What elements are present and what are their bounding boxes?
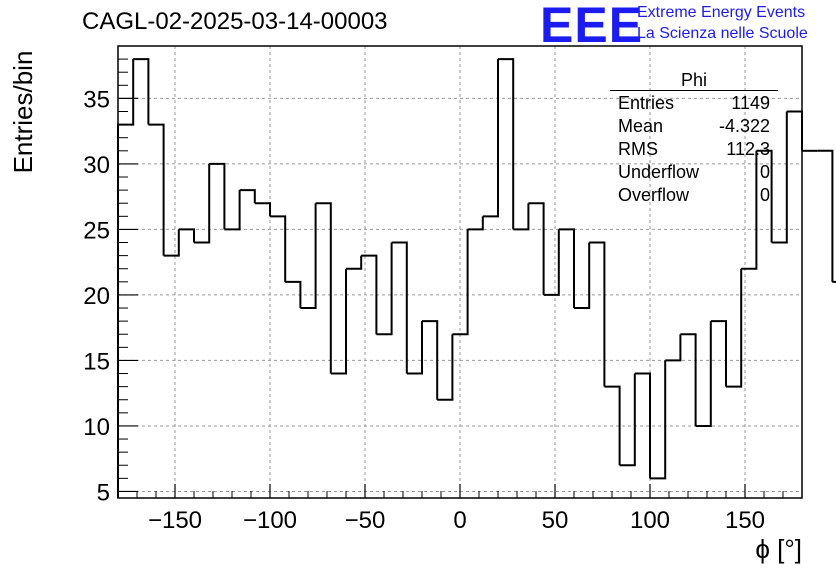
histogram-bin bbox=[133, 58, 150, 125]
x-tick-label: 0 bbox=[453, 507, 466, 534]
histogram-bin bbox=[285, 280, 302, 309]
stats-title: Phi bbox=[680, 70, 707, 90]
histogram-bin bbox=[376, 242, 393, 336]
histogram-bin bbox=[178, 228, 195, 243]
x-tick-label: −50 bbox=[345, 507, 386, 534]
y-axis-label: Entries/bin bbox=[8, 51, 38, 174]
histogram-bin bbox=[619, 373, 636, 467]
stats-value: 1149 bbox=[731, 93, 770, 113]
y-tick-label: 35 bbox=[83, 86, 110, 113]
stats-label: Underflow bbox=[618, 162, 700, 182]
histogram-bin bbox=[391, 241, 408, 374]
y-tick-label: 25 bbox=[83, 217, 110, 244]
histogram-bin bbox=[589, 241, 606, 387]
x-tick-label: −100 bbox=[243, 507, 297, 534]
stats-row-overflow: Overflow 0 bbox=[618, 185, 770, 207]
histogram-bin bbox=[817, 149, 834, 282]
histogram-bin bbox=[239, 189, 256, 204]
histogram-bin bbox=[726, 268, 743, 388]
histogram-bin bbox=[665, 334, 682, 362]
y-tick-label: 10 bbox=[83, 414, 110, 441]
histogram-bin bbox=[163, 229, 180, 257]
histogram-bin bbox=[452, 229, 469, 336]
histogram-bin bbox=[543, 229, 560, 296]
histogram-bin bbox=[528, 202, 545, 295]
y-tick-label: 30 bbox=[83, 152, 110, 179]
stats-divider bbox=[610, 90, 778, 91]
histogram-bin bbox=[710, 320, 727, 387]
histogram-bin bbox=[254, 202, 271, 217]
y-tick-label: 20 bbox=[83, 283, 110, 310]
tick-labels: −150 −100 −50 0 50 100 150 5 10 15 20 25 30 35 bbox=[83, 86, 765, 534]
histogram-bin bbox=[224, 190, 241, 231]
stats-value: 112.3 bbox=[726, 139, 770, 159]
histogram-bin bbox=[315, 202, 332, 374]
stats-label: Overflow bbox=[618, 185, 690, 205]
stats-value: 0 bbox=[759, 185, 770, 205]
histogram-series bbox=[117, 58, 836, 498]
histogram-bin bbox=[209, 162, 226, 230]
histogram-bin bbox=[467, 216, 484, 231]
histogram-bin bbox=[361, 254, 378, 335]
histogram-bin bbox=[695, 321, 712, 427]
histogram-bin bbox=[406, 321, 423, 375]
histogram-bin bbox=[437, 334, 454, 401]
x-tick-label: 150 bbox=[725, 507, 765, 534]
stats-value: 0 bbox=[759, 162, 770, 182]
histogram-bin bbox=[786, 110, 803, 151]
eee-logo: EEE bbox=[540, 0, 644, 53]
histogram-bin bbox=[498, 58, 515, 230]
stats-value: -4.322 bbox=[718, 116, 770, 136]
stats-row-mean: Mean -4.322 bbox=[618, 116, 770, 138]
stats-row-underflow: Underflow 0 bbox=[618, 162, 770, 184]
histogram-bin bbox=[300, 203, 317, 310]
chart-title: CAGL-02-2025-03-14-00003 bbox=[82, 8, 388, 35]
histogram-bin bbox=[270, 215, 287, 282]
histogram-bin bbox=[650, 360, 667, 480]
histogram-bin bbox=[604, 385, 621, 466]
histogram-bin bbox=[482, 59, 499, 218]
histogram-bin bbox=[680, 333, 697, 426]
histogram-bin bbox=[558, 228, 575, 309]
x-axis-label: ϕ [°] bbox=[755, 534, 802, 564]
histogram-bin bbox=[756, 149, 773, 243]
histogram-bin bbox=[330, 268, 347, 375]
y-tick-label: 5 bbox=[97, 479, 110, 506]
stats-label: RMS bbox=[618, 139, 658, 159]
histogram-bin bbox=[634, 372, 651, 479]
axis-ticks bbox=[117, 45, 803, 498]
stats-box: Phi Entries 1149 Mean -4.322 RMS 112.3 U… bbox=[610, 70, 778, 206]
stats-label: Entries bbox=[618, 93, 675, 113]
histogram-bin bbox=[346, 255, 363, 270]
logo-line-1: Extreme Energy Events bbox=[637, 4, 806, 21]
histogram-bin bbox=[194, 163, 211, 244]
histogram-bin bbox=[771, 111, 788, 244]
stats-label: Mean bbox=[618, 116, 664, 136]
stats-row-entries: Entries 1149 bbox=[618, 93, 770, 115]
histogram-bin bbox=[148, 123, 165, 256]
y-tick-label: 15 bbox=[83, 348, 110, 375]
histogram-bin bbox=[741, 150, 758, 270]
x-tick-label: −150 bbox=[148, 507, 202, 534]
histogram-bin bbox=[574, 242, 591, 310]
x-tick-label: 100 bbox=[630, 507, 670, 534]
logo-line-2: La Scienza nelle Scuole bbox=[637, 25, 808, 42]
x-tick-label: 50 bbox=[542, 507, 569, 534]
histogram-bin bbox=[513, 203, 530, 231]
histogram-bin bbox=[422, 320, 439, 400]
stats-row-rms: RMS 112.3 bbox=[618, 139, 770, 161]
